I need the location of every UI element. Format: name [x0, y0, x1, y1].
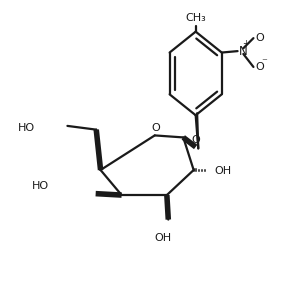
Text: O: O [255, 33, 264, 43]
Text: HO: HO [31, 181, 49, 191]
Text: O: O [151, 123, 160, 133]
Text: O: O [255, 62, 264, 72]
Text: ⁻: ⁻ [262, 57, 267, 67]
Text: O: O [191, 135, 200, 145]
Text: HO: HO [18, 123, 35, 133]
Text: N: N [239, 45, 248, 58]
Text: OH: OH [214, 166, 232, 175]
Text: +: + [242, 39, 249, 48]
Text: CH₃: CH₃ [185, 13, 206, 23]
Text: OH: OH [155, 233, 172, 243]
